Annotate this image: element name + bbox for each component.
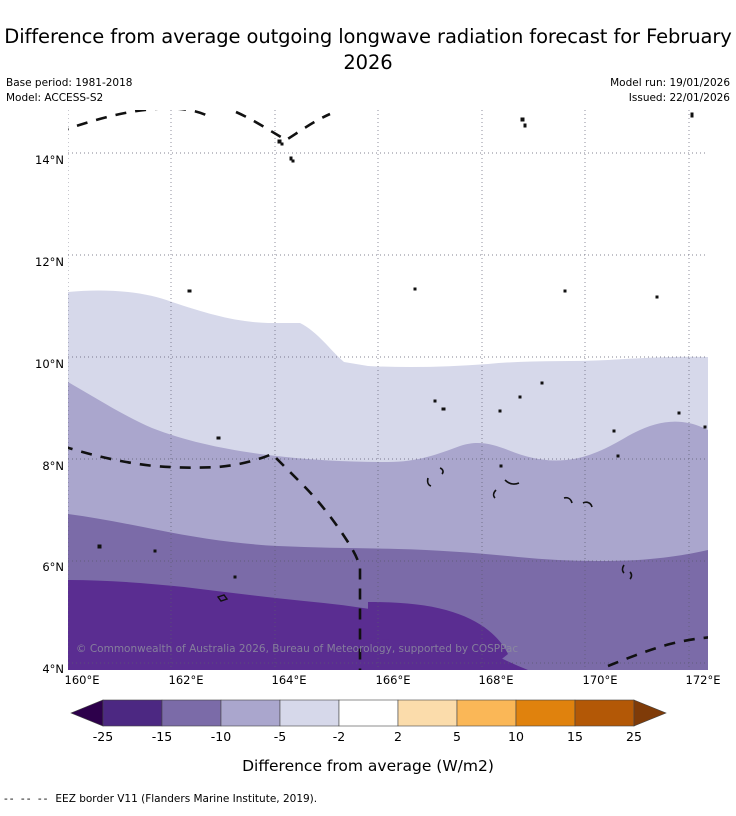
colorbar-tick-label: 15 [567, 729, 583, 744]
y-tick-label: 14°N [35, 153, 64, 167]
colorbar-band-8 [574, 699, 635, 727]
x-tick-label: 164°E [271, 673, 307, 687]
x-tick-label: 170°E [582, 673, 618, 687]
colorbar-band-7 [515, 699, 576, 727]
map-plot-area[interactable]: © Commonwealth of Australia 2026, Bureau… [68, 110, 708, 670]
x-tick-label: 168°E [478, 673, 514, 687]
island-coastlines [97, 112, 707, 602]
y-tick-label: 12°N [35, 255, 64, 269]
colorbar-band-0 [102, 699, 163, 727]
colorbar-band-6 [456, 699, 517, 727]
colorbar-tick-label: 25 [626, 729, 642, 744]
model-text: Model: ACCESS-S2 [6, 92, 104, 104]
colorbar-swatches [70, 699, 667, 727]
band-minus25-wedge-tip [368, 602, 508, 662]
colorbar-tick-label: -5 [273, 729, 287, 744]
base-period-text: Base period: 1981-2018 [6, 77, 133, 89]
eez-legend-text: EEZ border V11 (Flanders Marine Institut… [55, 793, 318, 805]
eez-border-line [68, 110, 708, 670]
colorbar-extend-high [633, 699, 667, 727]
page-title: Difference from average outgoing longwav… [4, 25, 732, 74]
x-tick-label: 172°E [685, 673, 721, 687]
x-tick-label: 166°E [375, 673, 411, 687]
colorbar-tick-label: -10 [210, 729, 232, 744]
y-tick-label: 10°N [35, 357, 64, 371]
footer-legend: -- -- -- EEZ border V11 (Flanders Marine… [4, 793, 317, 805]
colorbar-band-5 [397, 699, 458, 727]
colorbar[interactable]: -25 -15 -10 -5 -2 2 5 10 15 25 [0, 698, 736, 750]
colorbar-tick-label: -15 [151, 729, 173, 744]
colorbar-band-4 [338, 699, 399, 727]
colorbar-tick-label: 5 [453, 729, 461, 744]
x-tick-label: 160°E [64, 673, 100, 687]
colorbar-band-1 [161, 699, 222, 727]
colorbar-band-2 [220, 699, 281, 727]
map-gridlines [68, 110, 708, 670]
colorbar-tick-label: -25 [92, 729, 114, 744]
colorbar-tick-label: 2 [394, 729, 402, 744]
x-tick-label: 162°E [168, 673, 204, 687]
colorbar-tick-label: 10 [508, 729, 524, 744]
eez-dash-key-icon: -- -- -- [4, 793, 50, 805]
colorbar-extend-low [70, 699, 104, 727]
header-meta-right: Model run: 19/01/2026 Issued: 22/01/2026 [610, 76, 730, 106]
issued-text: Issued: 22/01/2026 [628, 92, 730, 104]
colorbar-title: Difference from average (W/m2) [242, 757, 494, 775]
y-tick-label: 8°N [42, 459, 64, 473]
band-minus25-minus15-lower [68, 580, 528, 670]
y-tick-label: 4°N [42, 662, 64, 676]
colorbar-tick-label: -2 [332, 729, 346, 744]
y-tick-label: 6°N [42, 560, 64, 574]
model-run-text: Model run: 19/01/2026 [610, 77, 730, 89]
contour-map-svg [68, 110, 708, 670]
colorbar-band-3 [279, 699, 340, 727]
header-meta-left: Base period: 1981-2018 Model: ACCESS-S2 [6, 76, 132, 106]
